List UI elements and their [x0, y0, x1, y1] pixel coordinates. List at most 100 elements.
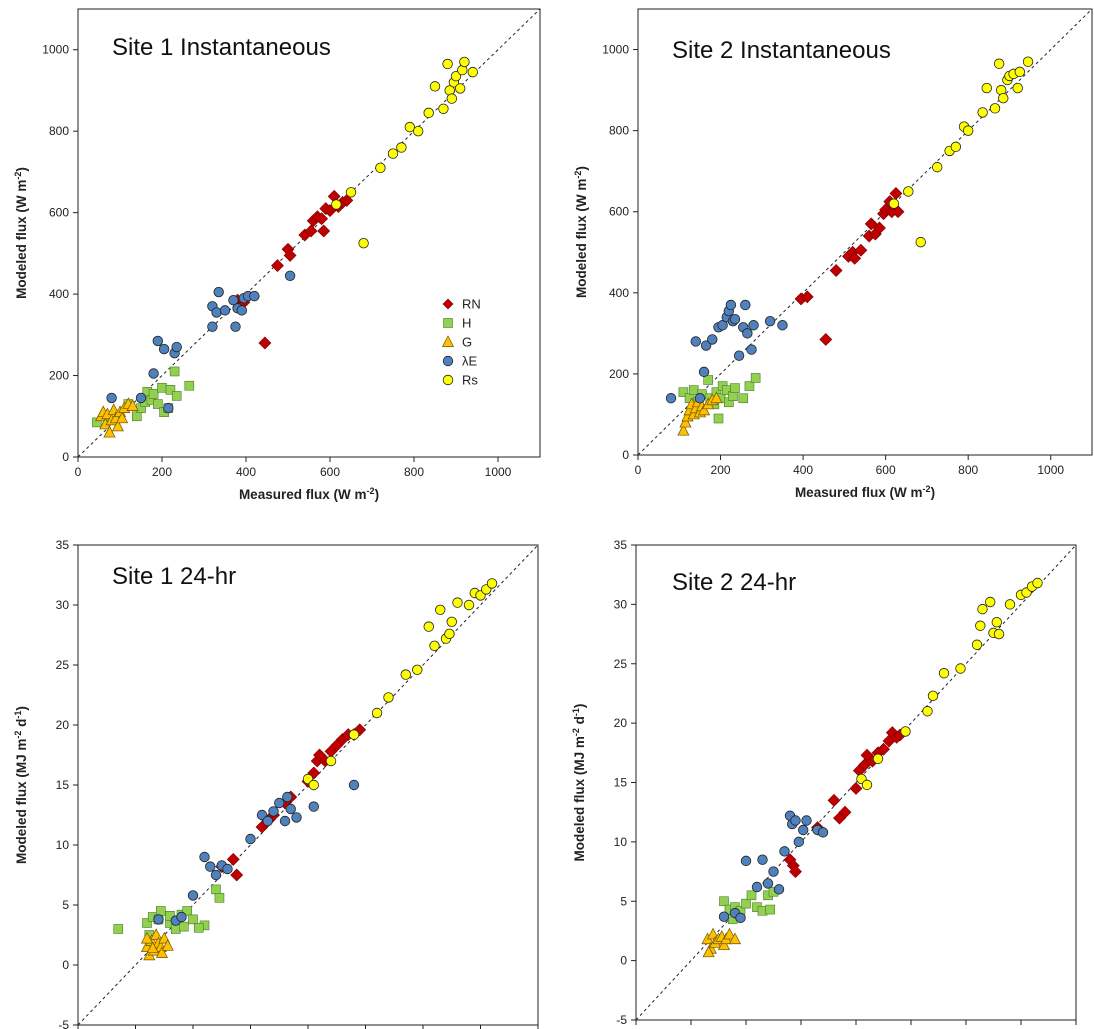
point-G	[697, 403, 711, 416]
point-lE	[222, 863, 233, 875]
point-lE	[700, 340, 712, 351]
point-Rs	[429, 81, 441, 92]
point-G	[161, 939, 174, 951]
legend-marker	[443, 318, 453, 328]
point-Rs	[1014, 66, 1025, 78]
x-tick-label: 400	[793, 463, 813, 477]
y-tick-label: 10	[56, 838, 70, 852]
point-RN	[230, 868, 244, 882]
point-lE	[773, 884, 785, 895]
point-H	[730, 383, 740, 393]
point-H	[750, 373, 761, 383]
point-G	[679, 415, 692, 428]
point-Rs	[325, 755, 337, 767]
y-tick-label: 25	[614, 657, 628, 671]
point-Rs	[412, 664, 423, 676]
y-tick-label: 600	[609, 205, 629, 219]
point-lE	[690, 336, 701, 347]
point-Rs	[435, 604, 446, 616]
point-Rs	[348, 729, 360, 740]
y-axis-label: Modeled flux (W m-2)	[573, 166, 589, 298]
point-Rs	[396, 142, 407, 153]
chart-title: Site 2 24-hr	[672, 569, 796, 596]
point-lE	[718, 911, 730, 922]
point-lE	[740, 299, 751, 311]
point-RN	[315, 212, 329, 226]
point-lE	[764, 316, 776, 327]
point-Rs	[450, 70, 462, 82]
y-tick-label: 400	[49, 287, 69, 301]
point-Rs	[444, 628, 455, 640]
y-tick-label: 30	[56, 598, 70, 612]
point-Rs	[938, 668, 950, 679]
point-lE	[308, 801, 319, 812]
y-tick-label: 30	[614, 597, 628, 611]
point-H	[179, 921, 189, 932]
point-RN	[340, 193, 354, 207]
point-lE	[751, 881, 763, 893]
y-tick-label: 800	[609, 124, 629, 138]
point-lE	[213, 286, 224, 298]
point-H	[741, 898, 751, 909]
point-lE	[171, 341, 182, 353]
point-RN	[838, 805, 852, 819]
legend-label: G	[462, 335, 472, 350]
point-H	[170, 924, 181, 934]
point-H	[142, 918, 152, 928]
point-Rs	[404, 121, 416, 133]
point-Rs	[452, 597, 463, 608]
point-lE	[740, 855, 752, 867]
y-tick-label: 15	[614, 776, 628, 790]
y-tick-label: 0	[62, 450, 69, 464]
point-H	[157, 382, 167, 393]
point-Rs	[358, 237, 369, 249]
point-H	[688, 385, 699, 395]
point-lE	[279, 815, 291, 827]
point-Rs	[413, 125, 424, 137]
point-RN	[873, 221, 886, 235]
point-Rs	[371, 707, 383, 719]
point-H	[156, 906, 166, 916]
point-Rs	[345, 187, 357, 198]
point-Rs	[975, 620, 986, 631]
point-lE	[717, 320, 728, 331]
point-lE	[211, 307, 222, 318]
point-lE	[793, 836, 805, 848]
point-RN	[848, 251, 862, 265]
point-Rs	[998, 92, 1009, 104]
point-Rs	[459, 56, 470, 68]
chart-title: Site 1 Instantaneous	[112, 34, 331, 61]
point-Rs	[463, 599, 475, 611]
point-lE	[733, 350, 745, 361]
point-H	[211, 884, 221, 895]
point-lE	[742, 328, 753, 339]
legend-marker	[442, 355, 454, 367]
point-RN	[304, 224, 318, 238]
point-lE	[757, 854, 768, 865]
point-lE	[205, 861, 216, 872]
point-Rs	[962, 125, 974, 136]
point-lE	[274, 797, 285, 809]
point-lE	[798, 824, 809, 836]
point-lE	[348, 779, 360, 791]
point-G	[126, 399, 139, 411]
y-tick-label: 800	[49, 124, 69, 138]
point-Rs	[991, 616, 1003, 628]
point-Rs	[442, 58, 453, 70]
point-G	[710, 391, 723, 404]
point-H	[169, 366, 180, 377]
x-tick-label: 400	[236, 465, 256, 479]
y-tick-label: 20	[614, 716, 628, 730]
x-tick-label: 1000	[485, 465, 512, 479]
point-H	[744, 381, 755, 391]
point-G	[140, 931, 154, 944]
plot-frame	[637, 8, 1093, 456]
legend-marker	[442, 298, 454, 310]
x-tick-label: 1000	[1037, 463, 1064, 477]
point-H	[188, 914, 198, 925]
y-tick-label: 0	[622, 448, 629, 462]
point-lE	[768, 866, 779, 877]
y-tick-label: 0	[620, 954, 627, 968]
